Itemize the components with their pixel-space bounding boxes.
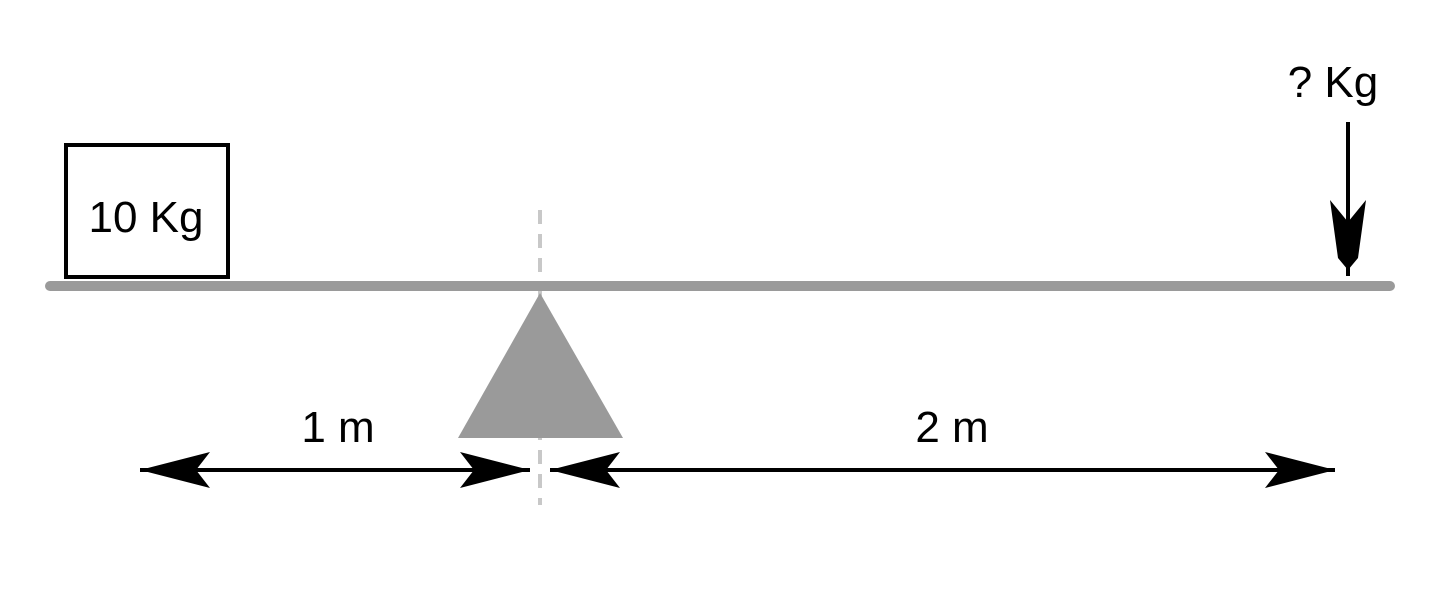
left-arrow-head-icon xyxy=(140,452,210,488)
known-mass-box xyxy=(64,143,230,279)
unknown-force: ? Kg xyxy=(1288,58,1379,276)
right-distance-label: 2 m xyxy=(915,403,988,452)
left-dimension: 1 m xyxy=(140,403,530,488)
unknown-mass-label: ? Kg xyxy=(1288,58,1379,107)
known-mass-label: 10 Kg xyxy=(89,193,204,242)
right-dimension: 2 m xyxy=(550,403,1335,488)
fulcrum-triangle xyxy=(458,293,623,438)
left-distance-label: 1 m xyxy=(301,403,374,452)
right-arrow-tail-icon xyxy=(550,452,620,488)
left-arrow-tail-icon xyxy=(460,452,530,488)
force-arrow-head-icon xyxy=(1330,200,1366,270)
known-mass-block: 10 Kg xyxy=(64,143,230,279)
right-arrow-head-icon xyxy=(1265,452,1335,488)
